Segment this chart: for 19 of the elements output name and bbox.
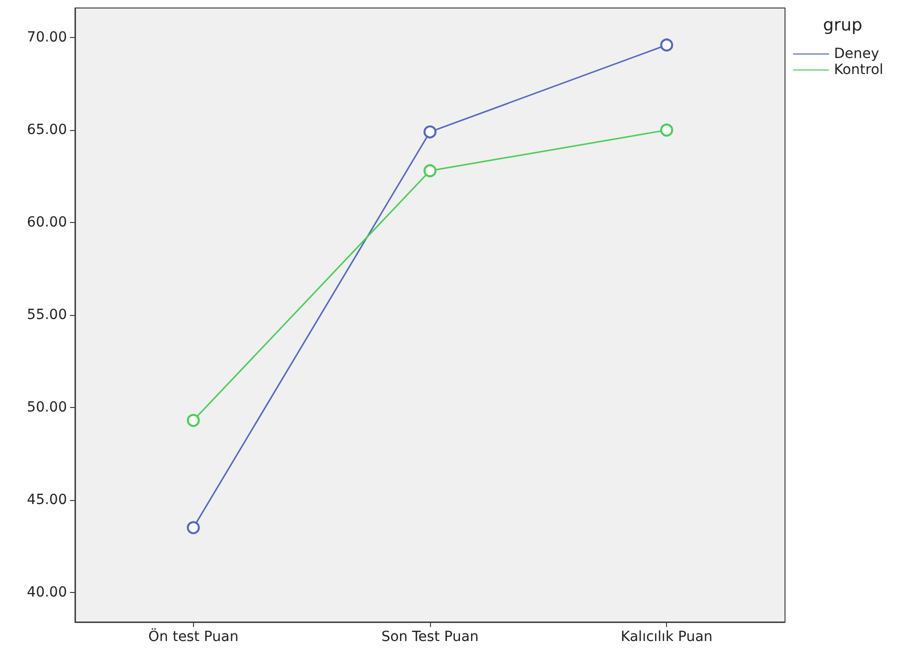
x-tick-label: Son Test Puan: [381, 629, 479, 645]
point: [424, 125, 436, 138]
point: [186, 521, 200, 534]
legend-label: Kontrol: [834, 62, 884, 78]
point: [186, 414, 200, 427]
y-tick-label: 60.00: [26, 214, 67, 231]
point: [660, 124, 674, 137]
legend-title: grup: [823, 16, 862, 36]
x-tick-label: Ön test Puan: [148, 628, 238, 645]
y-tick-label: 55.00: [26, 307, 67, 323]
y-tick-label: 40.00: [26, 584, 67, 600]
y-tick-label: 65.00: [26, 122, 67, 138]
y-tick-label: 50.00: [26, 399, 67, 416]
point: [424, 164, 436, 178]
point: [660, 38, 674, 52]
y-tick-label: 70.00: [26, 30, 67, 46]
x-tick-label: Kalıcılık Puan: [620, 629, 713, 645]
y-tick-label: 45.00: [26, 492, 67, 508]
legend-label: Deney: [834, 46, 880, 62]
